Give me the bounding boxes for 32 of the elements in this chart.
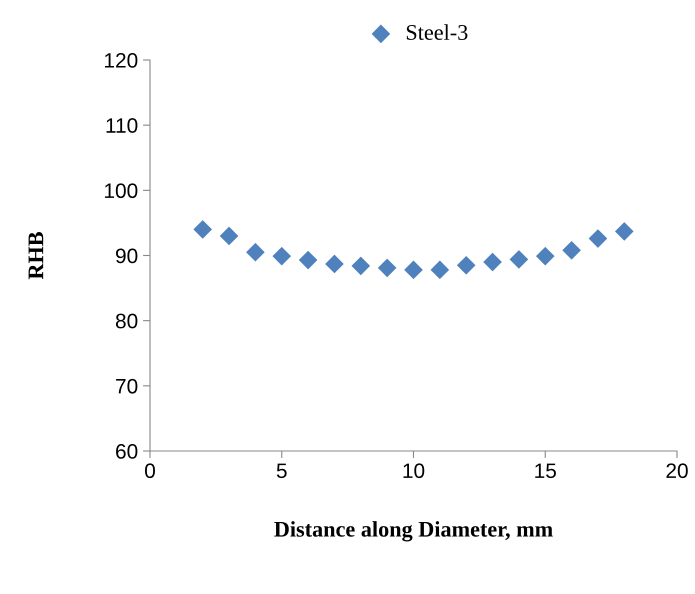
- point: [351, 256, 370, 276]
- point: [220, 226, 238, 246]
- point: [510, 250, 528, 269]
- y-tick-label: 70: [116, 378, 138, 394]
- x-tick-label: 5: [276, 464, 287, 478]
- x-axis-title: Distance along Diameter, mm: [274, 521, 553, 542]
- point: [483, 252, 502, 272]
- point: [562, 240, 581, 260]
- x-tick-label: 15: [535, 464, 556, 478]
- point: [588, 229, 608, 248]
- point: [193, 220, 212, 239]
- x-tick-label: 10: [404, 463, 424, 478]
- point: [536, 246, 555, 266]
- y-axis-title: RHB: [28, 232, 44, 280]
- point: [272, 246, 292, 266]
- y-tick-label: 120: [105, 53, 138, 68]
- point: [325, 254, 344, 274]
- point: [404, 260, 423, 280]
- y-tick-label: 60: [116, 444, 138, 459]
- point: [456, 256, 476, 275]
- x-tick-label: 0: [145, 463, 155, 478]
- legend-label: Steel-3: [406, 24, 468, 40]
- y-tick-label: 110: [106, 118, 138, 133]
- y-tick-label: 80: [116, 314, 138, 328]
- y-tick-label: 100: [105, 183, 138, 198]
- x-tick-label: 20: [666, 463, 688, 478]
- point: [430, 260, 450, 280]
- y-tick-label: 90: [116, 248, 138, 264]
- point: [614, 222, 634, 241]
- point: [378, 258, 396, 278]
- point: [246, 242, 265, 262]
- point: [298, 250, 318, 270]
